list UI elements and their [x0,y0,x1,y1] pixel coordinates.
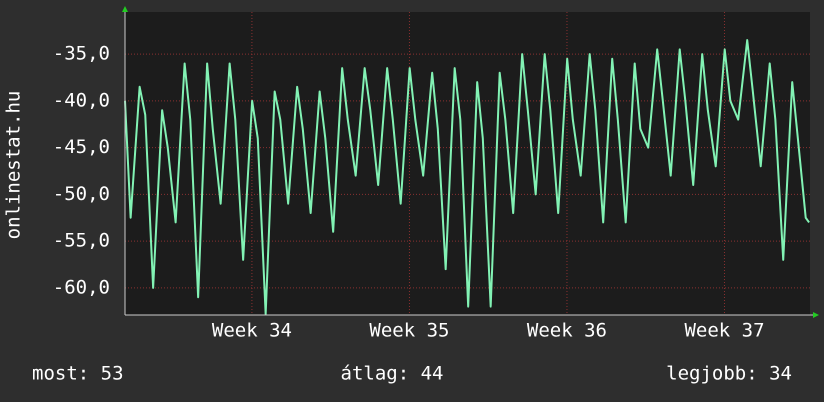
footer-best: legjobb: 34 [666,363,792,385]
y-tick-label: -35,0 [53,43,110,65]
x-tick-label: Week 34 [212,320,292,342]
x-tick-label: Week 37 [684,320,764,342]
y-tick-label: -50,0 [53,183,110,205]
x-arrow [813,312,819,318]
footer-average: átlag: 44 [341,363,444,385]
footer-now: most: 53 [32,363,124,385]
y-tick-label: -55,0 [53,230,110,252]
x-tick-label: Week 36 [527,320,607,342]
data-line [124,39,810,316]
y-tick-label: -45,0 [53,136,110,158]
y-tick-label: -60,0 [53,276,110,298]
x-tick-label: Week 35 [369,320,449,342]
y-tick-label: -40,0 [53,89,110,111]
y-axis-label: onlinestat.hu [3,91,25,240]
y-arrow [122,6,128,12]
plot-area [125,12,810,315]
